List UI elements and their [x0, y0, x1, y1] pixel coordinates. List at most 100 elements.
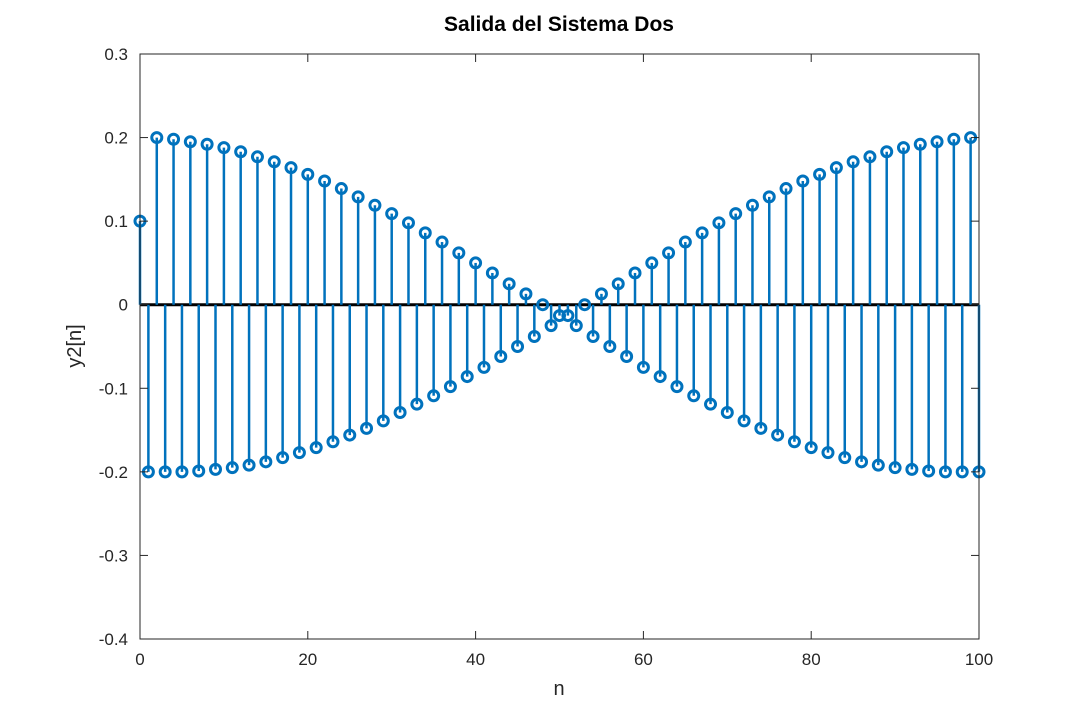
- stem-marker: [385, 207, 399, 221]
- stem-marker: [234, 145, 248, 159]
- x-tick-label: 0: [135, 650, 144, 669]
- stem-marker: [536, 298, 550, 312]
- stem-marker: [393, 406, 407, 420]
- x-tick-label: 60: [634, 650, 653, 669]
- stem-marker: [771, 428, 785, 442]
- stem-marker: [645, 256, 659, 270]
- stem-marker: [267, 155, 281, 169]
- stem-marker: [460, 370, 474, 384]
- stem-marker: [175, 465, 189, 479]
- stem-marker: [779, 182, 793, 196]
- stems-layer: [138, 137, 981, 472]
- stem-marker: [712, 216, 726, 230]
- stem-marker: [855, 455, 869, 469]
- stem-marker: [745, 198, 759, 212]
- stem-marker: [754, 421, 768, 435]
- stem-marker: [360, 421, 374, 435]
- stem-marker: [804, 441, 818, 455]
- x-tick-label: 80: [802, 650, 821, 669]
- stem-marker: [813, 167, 827, 181]
- stem-marker: [796, 174, 810, 188]
- stem-marker: [913, 137, 927, 151]
- markers-layer: [133, 131, 986, 479]
- stem-marker: [729, 207, 743, 221]
- stem-marker: [662, 246, 676, 260]
- stem-marker: [427, 389, 441, 403]
- stem-marker: [888, 461, 902, 475]
- y-tick-label: -0.3: [99, 546, 128, 565]
- stem-marker: [376, 414, 390, 428]
- stem-marker: [334, 182, 348, 196]
- stem-marker: [485, 266, 499, 280]
- x-tick-label: 40: [466, 650, 485, 669]
- stem-marker: [704, 397, 718, 411]
- stem-marker: [603, 340, 617, 353]
- stem-marker: [250, 150, 264, 164]
- y-axis-ticks: -0.4 -0.3 -0.2 -0.1 0 0.1 0.2 0.3: [99, 45, 979, 649]
- stem-marker: [544, 319, 558, 333]
- stem-marker: [242, 458, 256, 472]
- stem-marker: [301, 167, 315, 181]
- stem-marker: [309, 441, 323, 455]
- stem-marker: [628, 266, 642, 280]
- stem-marker: [150, 131, 164, 145]
- y-tick-label: 0.3: [104, 45, 128, 64]
- stem-marker: [502, 277, 516, 291]
- y-tick-label: -0.1: [99, 379, 128, 398]
- stem-marker: [871, 458, 885, 472]
- stem-marker: [687, 389, 701, 403]
- y-tick-label: -0.4: [99, 630, 128, 649]
- stem-marker: [611, 277, 625, 291]
- y-tick-label: 0: [119, 296, 128, 315]
- stem-marker: [368, 198, 382, 212]
- stem-marker: [284, 161, 298, 175]
- stem-marker: [594, 287, 608, 301]
- plot-area: [140, 54, 979, 639]
- stem-marker: [947, 132, 961, 146]
- stem-marker: [880, 145, 894, 159]
- stem-marker: [636, 360, 650, 374]
- stem-marker: [225, 461, 239, 475]
- stem-marker: [435, 235, 449, 249]
- stem-marker: [443, 380, 457, 394]
- stem-marker: [896, 141, 910, 155]
- stem-marker: [343, 428, 357, 442]
- stem-marker: [527, 329, 541, 343]
- chart-title: Salida del Sistema Dos: [444, 13, 674, 36]
- stem-marker: [217, 141, 231, 155]
- stem-marker: [351, 190, 365, 204]
- stem-marker: [469, 256, 483, 270]
- stem-marker: [167, 132, 181, 146]
- stem-marker: [838, 451, 852, 465]
- stem-marker: [695, 226, 709, 240]
- stem-marker: [737, 414, 751, 428]
- x-axis-label: n: [553, 678, 564, 700]
- stem-marker: [418, 226, 432, 240]
- stem-marker: [905, 462, 919, 476]
- stem-marker: [586, 329, 600, 343]
- stem-marker: [183, 135, 197, 149]
- stem-marker: [787, 435, 801, 449]
- stem-marker: [569, 319, 583, 333]
- stem-marker: [930, 135, 944, 149]
- stem-marker: [678, 235, 692, 249]
- stem-marker: [762, 190, 776, 204]
- y-axis-label: y2[n]: [64, 324, 86, 367]
- stem-marker: [720, 406, 734, 420]
- stem-marker: [452, 246, 466, 260]
- x-tick-label: 20: [298, 650, 317, 669]
- stem-marker: [410, 397, 424, 411]
- stem-marker: [922, 464, 936, 478]
- stem-marker: [494, 350, 508, 364]
- stem-marker: [200, 137, 214, 151]
- stem-marker: [192, 464, 206, 478]
- stem-marker: [561, 309, 575, 323]
- stem-marker: [578, 298, 592, 312]
- stem-marker: [477, 360, 491, 374]
- stem-marker: [620, 350, 634, 364]
- x-tick-label: 100: [965, 650, 993, 669]
- stem-marker: [553, 309, 566, 323]
- y-tick-label: 0.2: [104, 129, 128, 148]
- stem-marker: [829, 161, 843, 175]
